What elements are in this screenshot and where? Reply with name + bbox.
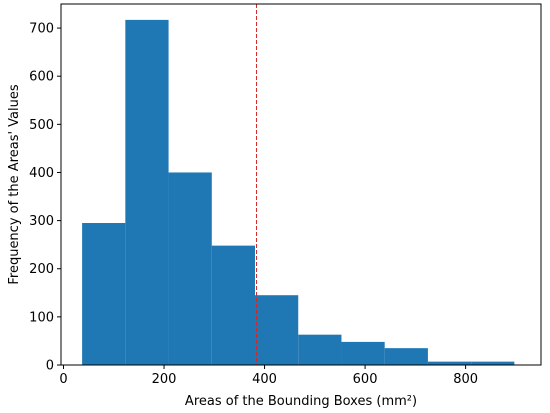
- histogram-bar: [125, 19, 169, 365]
- x-axis-ticks: 0 200 400 600 800: [59, 365, 478, 387]
- x-tick-label: 400: [252, 372, 277, 387]
- y-tick-label: 600: [29, 70, 54, 85]
- y-tick-label: 300: [29, 214, 54, 229]
- histogram-bar: [341, 341, 385, 365]
- y-axis-label: Frequency of the Areas' Values: [7, 84, 22, 285]
- histogram-bar: [384, 348, 428, 365]
- x-tick-label: 0: [59, 372, 67, 387]
- histogram-bar: [211, 245, 256, 365]
- y-tick-label: 200: [29, 262, 54, 277]
- histogram-bar: [82, 223, 126, 365]
- histogram-bar: [427, 361, 472, 365]
- y-tick-label: 0: [46, 359, 54, 374]
- x-axis-label: Areas of the Bounding Boxes (mm²): [185, 394, 417, 409]
- bars-group: [82, 19, 515, 365]
- y-tick-label: 700: [29, 22, 54, 37]
- histogram-bar: [168, 172, 212, 365]
- y-tick-label: 100: [29, 310, 54, 325]
- y-tick-label: 400: [29, 166, 54, 181]
- histogram-bar: [298, 334, 342, 365]
- histogram-bar: [471, 361, 515, 365]
- x-tick-label: 600: [353, 372, 378, 387]
- y-tick-label: 500: [29, 118, 54, 133]
- histogram-bar: [255, 295, 299, 365]
- plot-frame: [60, 3, 542, 366]
- y-axis-ticks: 0 100 200 300 400 500 600 700: [29, 22, 61, 374]
- x-tick-label: 800: [453, 372, 478, 387]
- x-tick-label: 200: [152, 372, 177, 387]
